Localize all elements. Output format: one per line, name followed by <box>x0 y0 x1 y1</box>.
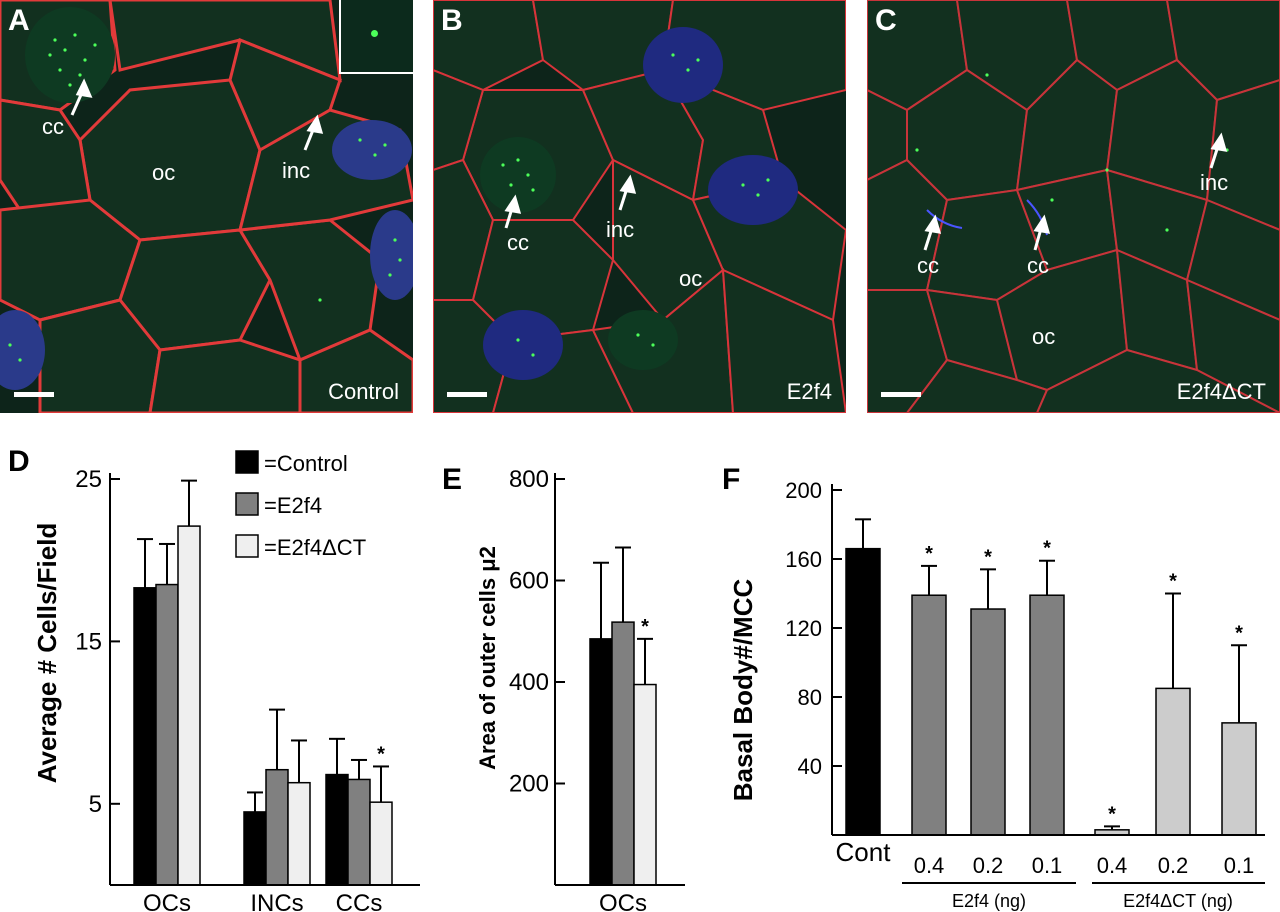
significance-marker: * <box>377 743 385 765</box>
y-tick-label: 800 <box>509 466 549 493</box>
bar-incs-control <box>243 811 267 886</box>
panel-letter-f: F <box>722 463 740 496</box>
micrograph-control: A cc oc inc Control <box>0 0 413 413</box>
x-tick-label-dose: 0.2 <box>1158 853 1189 878</box>
panel-letter-a: A <box>8 4 30 37</box>
inc-label: inc <box>282 158 311 183</box>
y-tick-label: 600 <box>509 568 549 595</box>
bar-incs-e2f4 <box>265 768 289 886</box>
bar-ocs-control <box>133 587 157 886</box>
significance-marker: * <box>1235 622 1243 644</box>
y-tick-label: 400 <box>509 669 549 696</box>
legend-label: =E2f4ΔCT <box>264 535 366 560</box>
inc-label: inc <box>606 217 635 242</box>
x-tick-label-cont: Cont <box>836 837 892 867</box>
condition-label: E2f4ΔCT <box>1176 379 1266 404</box>
significance-marker: * <box>984 546 992 568</box>
cc-label-2: cc <box>1027 253 1049 278</box>
group-label-e2f4dct: E2f4ΔCT (ng) <box>1123 891 1233 911</box>
bar-ocs-e2f4 <box>155 583 179 886</box>
scale-bar <box>447 392 487 397</box>
panel-letter-b: B <box>441 4 463 37</box>
x-tick-label-ocs: OCs <box>599 890 647 912</box>
chart-d-cell-counts: D Average # Cells/Field 5 15 25 OCs INCs * CCs… <box>8 445 420 912</box>
basal-body-dot <box>371 30 378 37</box>
group-label-e2f4: E2f4 (ng) <box>952 891 1026 911</box>
bar-0 <box>845 547 881 836</box>
x-tick-label-dose: 0.4 <box>914 853 945 878</box>
cc-label: cc <box>42 114 64 139</box>
bar-ccs-control <box>325 773 349 886</box>
condition-label: E2f4 <box>786 379 832 404</box>
bar-ocs-e2f4δct <box>177 525 201 886</box>
y-tick-label: 5 <box>89 791 102 818</box>
y-tick-label: 80 <box>798 685 822 710</box>
cc-label-1: cc <box>917 253 939 278</box>
bar-ocs-e2f4 <box>611 621 635 886</box>
panel-letter-e: E <box>442 463 462 496</box>
oc-label: oc <box>1032 324 1056 349</box>
bar-3 <box>1029 594 1065 836</box>
panel-letter-d: D <box>8 445 30 478</box>
x-tick-label-dose: 0.2 <box>973 853 1004 878</box>
panel-letter-c: C <box>875 4 897 37</box>
legend-label: =Control <box>264 451 348 476</box>
bar-ocs-control <box>589 638 613 886</box>
bar-1 <box>911 594 947 836</box>
y-axis-label: Area of outer cells μ2 <box>475 546 500 770</box>
x-tick-label-dose: 0.4 <box>1097 853 1128 878</box>
inc-label: inc <box>1200 170 1229 195</box>
x-tick-label-dose: 0.1 <box>1224 853 1255 878</box>
x-tick-label-ccs: CCs <box>336 890 383 912</box>
x-tick-label-dose: 0.1 <box>1032 853 1063 878</box>
bar-6 <box>1221 722 1257 836</box>
y-tick-label: 120 <box>785 616 822 641</box>
scale-bar <box>881 392 921 397</box>
micrograph-e2f4: B cc inc oc E2f4 <box>433 0 846 413</box>
y-axis-label: Basal Body#/MCC <box>728 579 758 802</box>
bar-ccs-e2f4δct <box>369 801 393 886</box>
micrograph-e2f4dct: C inc cc cc oc E2f4ΔCT <box>867 0 1280 413</box>
y-tick-label: 40 <box>798 754 822 779</box>
y-tick-label: 200 <box>785 478 822 503</box>
bar-2 <box>970 608 1006 836</box>
significance-marker: * <box>925 543 933 565</box>
y-tick-label: 25 <box>75 466 102 493</box>
bar-ocs-e2f4δct <box>633 683 657 886</box>
significance-marker: * <box>1169 571 1177 593</box>
legend-swatch <box>235 450 259 474</box>
bar-5 <box>1155 687 1191 836</box>
condition-label: Control <box>328 379 399 404</box>
cc-label: cc <box>507 230 529 255</box>
x-tick-label-incs: INCs <box>250 890 303 912</box>
significance-marker: * <box>1043 538 1051 560</box>
oc-label: oc <box>679 266 703 291</box>
bar-incs-e2f4δct <box>287 781 311 886</box>
scale-bar <box>14 392 54 397</box>
x-tick-label-ocs: OCs <box>143 890 191 912</box>
significance-marker: * <box>1108 803 1116 825</box>
significance-marker: * <box>641 616 649 638</box>
y-axis-label: Average # Cells/Field <box>32 523 62 784</box>
legend-swatch <box>235 492 259 516</box>
y-tick-label: 15 <box>75 628 102 655</box>
legend-swatch <box>235 534 259 558</box>
y-tick-label: 200 <box>509 771 549 798</box>
magnified-inset <box>339 0 413 74</box>
bar-ccs-e2f4 <box>347 778 371 886</box>
chart-f-basal-bodies: F Basal Body#/MCC 40 80 120 160 200 * * * * * * Con… <box>722 463 1265 911</box>
y-tick-label: 160 <box>785 547 822 572</box>
legend-label: =E2f4 <box>264 493 322 518</box>
micrograph-e2f4-image <box>433 0 846 413</box>
chart-e-outer-cell-area: E Area of outer cells μ2 200 400 600 800 * OC… <box>442 463 685 912</box>
oc-label: oc <box>152 160 176 185</box>
micrograph-e2f4dct-image <box>867 0 1280 413</box>
